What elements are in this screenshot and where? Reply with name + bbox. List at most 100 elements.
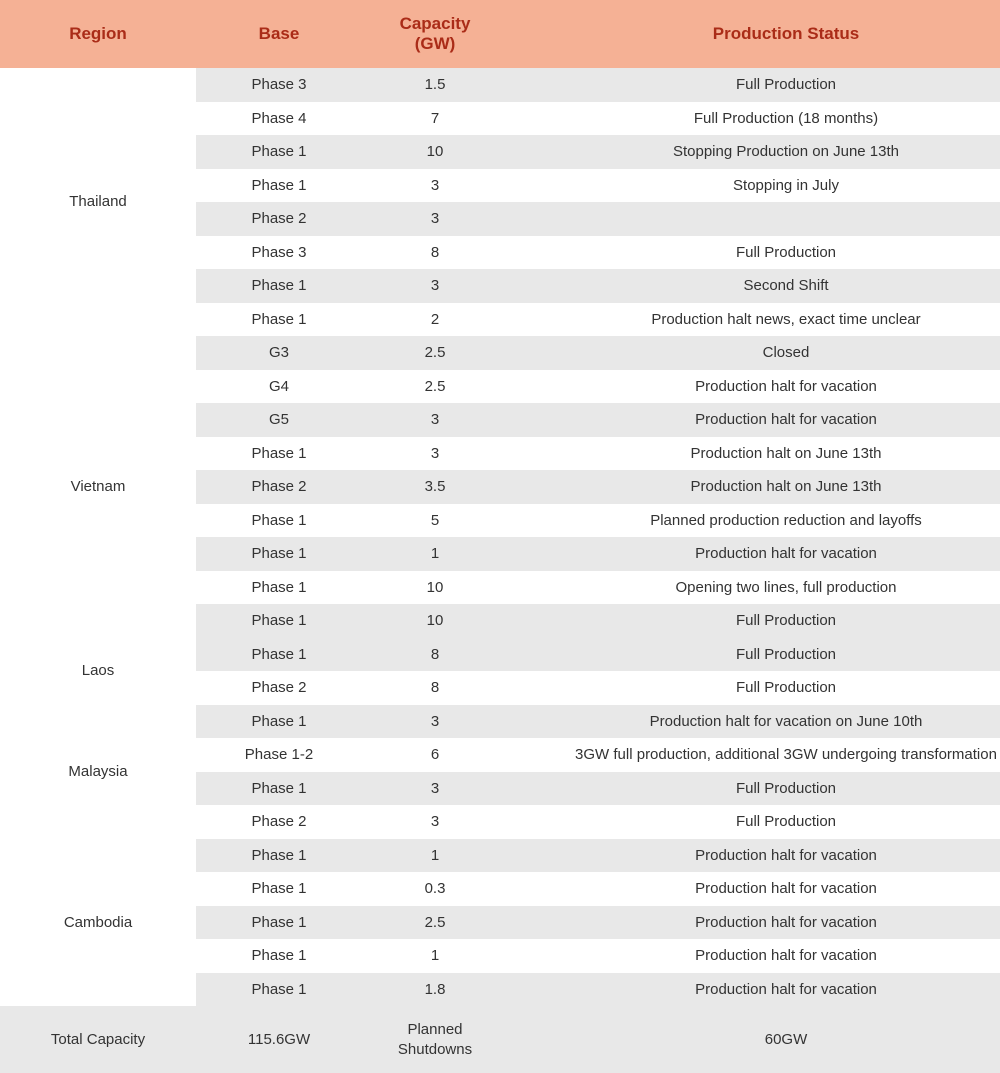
base-cell: Phase 1 — [196, 571, 362, 605]
status-cell: Production halt for vacation — [508, 839, 1000, 873]
status-cell: Production halt for vacation — [508, 872, 1000, 906]
header-capacity: Capacity(GW) — [362, 0, 508, 68]
status-cell: Full Production — [508, 68, 1000, 102]
header-row: Region Base Capacity(GW) Production Stat… — [0, 0, 1000, 68]
status-cell: Production halt for vacation — [508, 537, 1000, 571]
status-cell: Closed — [508, 336, 1000, 370]
capacity-cell: 1.5 — [362, 68, 508, 102]
capacity-cell: 3 — [362, 772, 508, 806]
base-cell: Phase 1 — [196, 638, 362, 672]
status-cell: Production halt on June 13th — [508, 470, 1000, 504]
capacity-cell: 1 — [362, 839, 508, 873]
header-base: Base — [196, 0, 362, 68]
table-row: LaosPhase 18Full Production — [0, 638, 1000, 672]
table-row: CambodiaPhase 11Production halt for vaca… — [0, 839, 1000, 873]
base-cell: G5 — [196, 403, 362, 437]
status-cell: Full Production — [508, 772, 1000, 806]
status-cell: Opening two lines, full production — [508, 571, 1000, 605]
base-cell: Phase 1 — [196, 504, 362, 538]
status-cell: Full Production — [508, 236, 1000, 270]
capacity-cell: 3 — [362, 202, 508, 236]
status-cell: Production halt for vacation — [508, 906, 1000, 940]
base-cell: Phase 1 — [196, 973, 362, 1007]
totals-row: Total Capacity115.6GWPlannedShutdowns60G… — [0, 1006, 1000, 1073]
status-cell: 3GW full production, additional 3GW unde… — [508, 738, 1000, 772]
status-cell: Full Production — [508, 638, 1000, 672]
base-cell: Phase 1 — [196, 839, 362, 873]
totals-value-right: 60GW — [508, 1006, 1000, 1073]
base-cell: Phase 3 — [196, 68, 362, 102]
table-row: MalaysiaPhase 13Production halt for vaca… — [0, 705, 1000, 739]
capacity-cell: 3 — [362, 805, 508, 839]
capacity-cell: 8 — [362, 638, 508, 672]
capacity-cell: 2.5 — [362, 370, 508, 404]
region-cell: Cambodia — [0, 839, 196, 1007]
table-row: VietnamG32.5Closed — [0, 336, 1000, 370]
capacity-cell: 7 — [362, 102, 508, 136]
base-cell: Phase 1 — [196, 269, 362, 303]
capacity-cell: 0.3 — [362, 872, 508, 906]
region-cell: Vietnam — [0, 336, 196, 638]
region-cell: Thailand — [0, 68, 196, 336]
status-cell: Planned production reduction and layoffs — [508, 504, 1000, 538]
base-cell: Phase 2 — [196, 202, 362, 236]
totals-label-left: Total Capacity — [0, 1006, 196, 1073]
status-cell: Production halt on June 13th — [508, 437, 1000, 471]
base-cell: Phase 2 — [196, 805, 362, 839]
status-cell: Full Production — [508, 604, 1000, 638]
status-cell: Full Production — [508, 671, 1000, 705]
region-cell: Malaysia — [0, 705, 196, 839]
status-cell: Production halt for vacation — [508, 939, 1000, 973]
base-cell: Phase 1 — [196, 939, 362, 973]
status-cell: Stopping in July — [508, 169, 1000, 203]
capacity-cell: 1 — [362, 537, 508, 571]
base-cell: G3 — [196, 336, 362, 370]
table-body: ThailandPhase 31.5Full ProductionPhase 4… — [0, 68, 1000, 1073]
capacity-cell: 2.5 — [362, 906, 508, 940]
capacity-cell: 5 — [362, 504, 508, 538]
totals-value-left: 115.6GW — [196, 1006, 362, 1073]
capacity-cell: 3 — [362, 705, 508, 739]
status-cell: Production halt for vacation — [508, 973, 1000, 1007]
capacity-cell: 3.5 — [362, 470, 508, 504]
base-cell: Phase 1 — [196, 437, 362, 471]
capacity-cell: 8 — [362, 236, 508, 270]
capacity-cell: 6 — [362, 738, 508, 772]
capacity-table: Region Base Capacity(GW) Production Stat… — [0, 0, 1000, 1073]
capacity-cell: 3 — [362, 437, 508, 471]
totals-label-right: PlannedShutdowns — [362, 1006, 508, 1073]
base-cell: Phase 4 — [196, 102, 362, 136]
capacity-cell: 2 — [362, 303, 508, 337]
base-cell: Phase 1 — [196, 303, 362, 337]
base-cell: G4 — [196, 370, 362, 404]
base-cell: Phase 1 — [196, 705, 362, 739]
base-cell: Phase 1 — [196, 604, 362, 638]
status-cell: Stopping Production on June 13th — [508, 135, 1000, 169]
base-cell: Phase 2 — [196, 671, 362, 705]
status-cell — [508, 202, 1000, 236]
base-cell: Phase 1 — [196, 537, 362, 571]
capacity-table-wrap: Region Base Capacity(GW) Production Stat… — [0, 0, 1000, 1073]
capacity-cell: 1 — [362, 939, 508, 973]
header-region: Region — [0, 0, 196, 68]
base-cell: Phase 1 — [196, 872, 362, 906]
capacity-cell: 3 — [362, 403, 508, 437]
base-cell: Phase 1 — [196, 772, 362, 806]
capacity-cell: 10 — [362, 135, 508, 169]
base-cell: Phase 1 — [196, 169, 362, 203]
base-cell: Phase 1 — [196, 135, 362, 169]
capacity-cell: 2.5 — [362, 336, 508, 370]
region-cell: Laos — [0, 638, 196, 705]
status-cell: Production halt news, exact time unclear — [508, 303, 1000, 337]
status-cell: Production halt for vacation on June 10t… — [508, 705, 1000, 739]
base-cell: Phase 3 — [196, 236, 362, 270]
status-cell: Second Shift — [508, 269, 1000, 303]
base-cell: Phase 1-2 — [196, 738, 362, 772]
header-status: Production Status — [508, 0, 1000, 68]
status-cell: Production halt for vacation — [508, 370, 1000, 404]
capacity-cell: 1.8 — [362, 973, 508, 1007]
status-cell: Full Production (18 months) — [508, 102, 1000, 136]
table-row: ThailandPhase 31.5Full Production — [0, 68, 1000, 102]
status-cell: Full Production — [508, 805, 1000, 839]
capacity-cell: 3 — [362, 169, 508, 203]
